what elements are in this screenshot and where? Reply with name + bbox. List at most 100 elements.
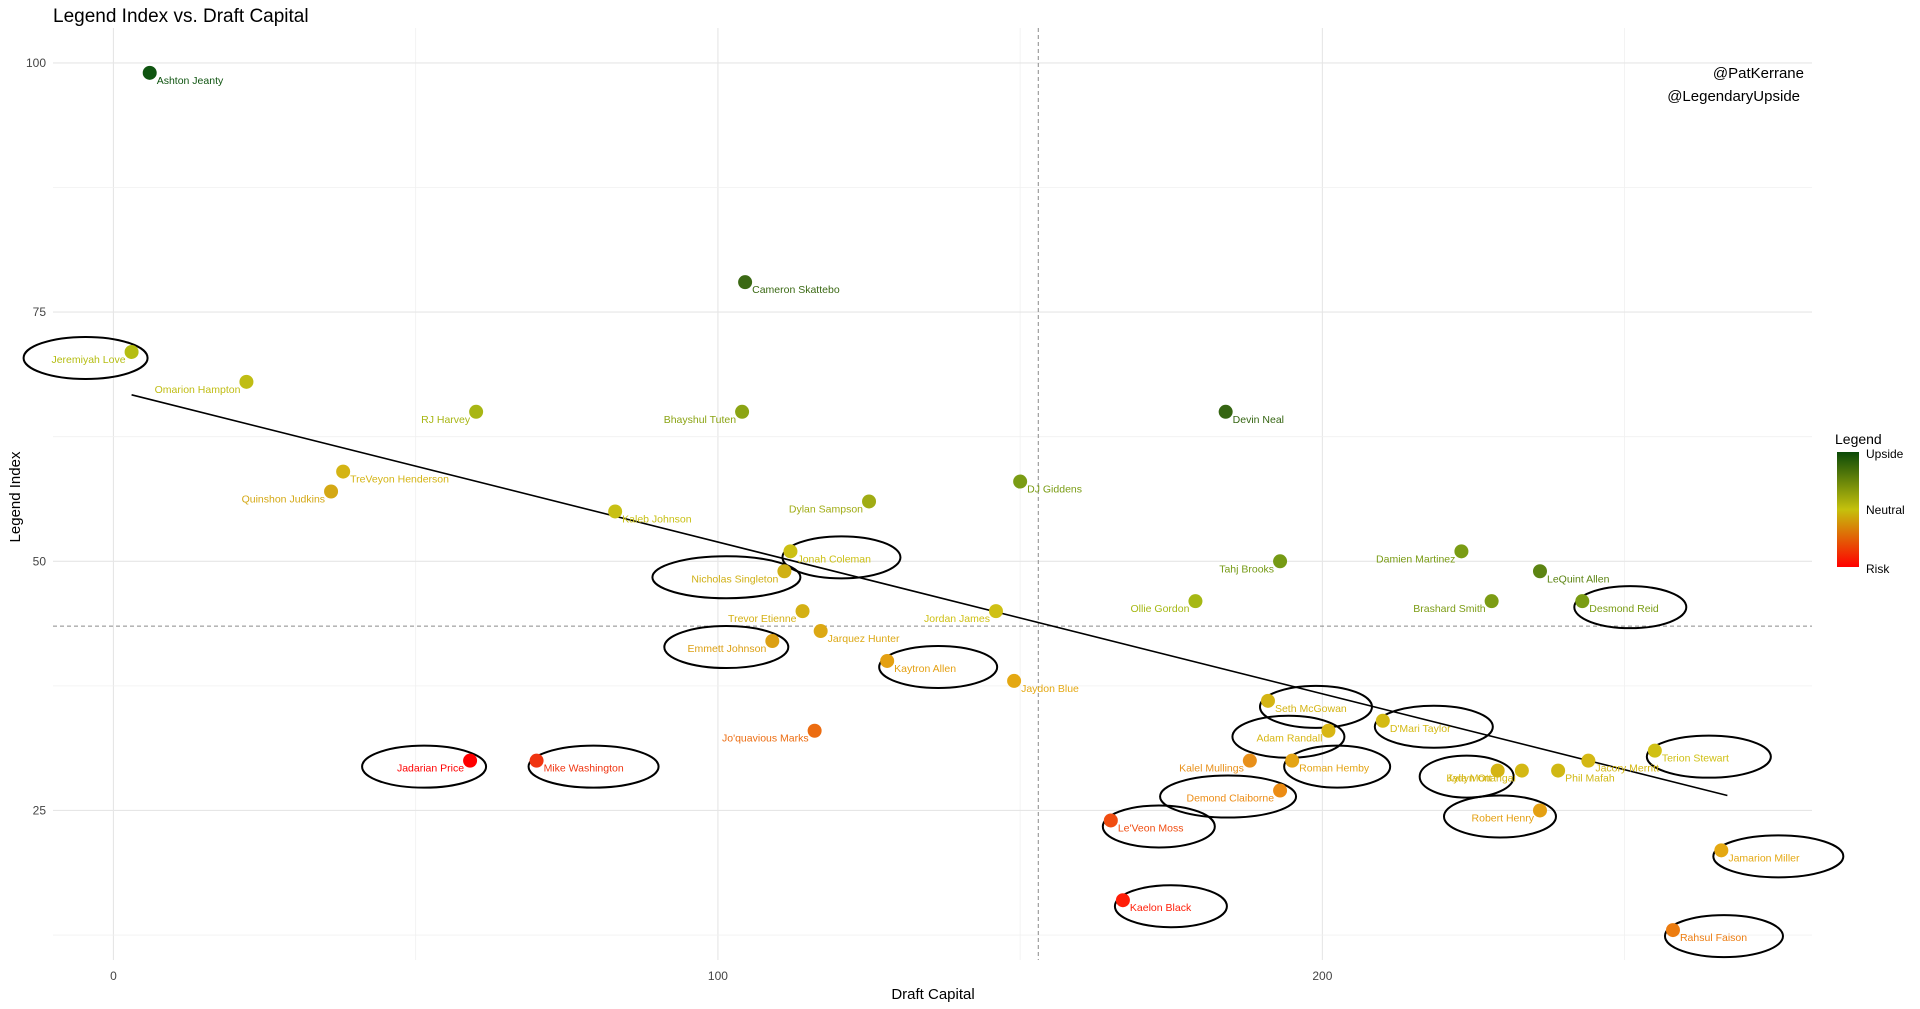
point-label: Dylan Sampson	[789, 503, 863, 515]
highlight-circle	[1283, 744, 1392, 789]
y-tick-label: 50	[33, 554, 47, 568]
data-point	[1665, 923, 1680, 938]
data-point	[807, 723, 822, 738]
data-point	[469, 404, 484, 419]
data-point	[777, 564, 792, 579]
legend-label-upside: Upside	[1866, 447, 1904, 461]
highlight-circle	[663, 625, 790, 670]
point-label: LeQuint Allen	[1547, 573, 1610, 585]
point-label: Desmond Reid	[1589, 603, 1659, 615]
data-point	[608, 504, 623, 519]
point-label: TreVeyon Henderson	[350, 474, 449, 486]
highlight-circle	[1442, 794, 1557, 839]
data-point	[1532, 564, 1547, 579]
point-label: Kaelon Black	[1130, 902, 1192, 914]
data-point	[1514, 763, 1529, 778]
point-label: Damien Martinez	[1376, 553, 1455, 565]
data-point	[463, 753, 478, 768]
point-label: Jamarion Miller	[1728, 852, 1800, 864]
data-point	[1321, 723, 1336, 738]
highlight-circle	[1418, 754, 1515, 799]
point-label: Ashton Jeanty	[157, 75, 224, 87]
y-tick-label: 75	[33, 305, 47, 319]
point-label: Nicholas Singleton	[691, 573, 778, 585]
highlight-circles	[22, 335, 1845, 959]
point-label: Mike Washington	[544, 763, 624, 775]
point-label: Jacory Merritt	[1595, 763, 1659, 775]
point-label: Robert Henry	[1472, 812, 1535, 824]
point-label: Emmett Johnson	[688, 643, 767, 655]
data-point	[783, 544, 798, 559]
data-point	[1007, 673, 1022, 688]
legend-label-neutral: Neutral	[1866, 503, 1905, 517]
point-label: Bhayshul Tuten	[664, 414, 737, 426]
y-tick-label: 100	[26, 56, 46, 70]
point-label: Jordan James	[924, 613, 990, 625]
data-point	[1273, 554, 1288, 569]
point-label: Terion Stewart	[1662, 753, 1729, 765]
point-label: Ollie Gordon	[1130, 603, 1189, 615]
data-point	[239, 374, 254, 389]
point-label: Jarquez Hunter	[828, 633, 900, 645]
legend-label-risk: Risk	[1866, 562, 1890, 576]
data-point	[1532, 803, 1547, 818]
chart-title: Legend Index vs. Draft Capital	[53, 6, 309, 27]
grid	[53, 28, 1812, 960]
y-tick-label: 25	[33, 803, 47, 817]
point-label: Omarion Hampton	[155, 384, 241, 396]
x-tick-label: 0	[110, 969, 117, 983]
data-point	[1551, 763, 1566, 778]
highlight-circle	[22, 335, 149, 380]
x-tick-label: 100	[708, 969, 728, 983]
legend-colorbar	[1837, 452, 1859, 567]
credit-handle-2: @LegendaryUpside	[1667, 88, 1800, 105]
point-label: RJ Harvey	[421, 414, 471, 426]
highlight-circle	[1645, 734, 1772, 779]
legend-title: Legend	[1835, 431, 1882, 447]
data-point	[142, 65, 157, 80]
data-point	[1714, 843, 1729, 858]
highlight-circle	[878, 644, 999, 689]
data-point	[862, 494, 877, 509]
point-label: Trevor Etienne	[728, 613, 797, 625]
point-label: Jadyn Ott	[1447, 773, 1492, 785]
point-label: Jadarian Price	[397, 763, 464, 775]
point-label: Le'Veon Moss	[1118, 822, 1184, 834]
point-label: Phil Mafah	[1565, 773, 1615, 785]
legend: Legend Upside Neutral Risk	[1835, 431, 1905, 576]
data-point	[1647, 743, 1662, 758]
point-label: Demond Claiborne	[1187, 793, 1275, 805]
point-label: Jo'quavious Marks	[722, 733, 809, 745]
point-label: Cameron Skattebo	[752, 284, 840, 296]
data-point	[1273, 783, 1288, 798]
data-point	[813, 624, 828, 639]
point-label: Kaytron Allen	[894, 663, 956, 675]
highlight-circle	[1113, 884, 1228, 929]
y-axis-title: Legend Index	[7, 451, 24, 542]
highlight-circle	[1373, 704, 1494, 749]
point-label: Jaydon Blue	[1021, 683, 1079, 695]
point-label: Rahsul Faison	[1680, 932, 1747, 944]
axis-ticks: 0 100 200 25 50 75 100	[26, 56, 1333, 983]
point-labels: Ashton Jeanty Cameron Skattebo Jeremiyah L…	[51, 75, 1800, 944]
highlight-circle	[361, 744, 488, 789]
data-point	[988, 604, 1003, 619]
highlight-circle	[1159, 774, 1298, 819]
data-point	[1260, 693, 1275, 708]
data-point	[1454, 544, 1469, 559]
point-label: Roman Hemby	[1299, 763, 1370, 775]
point-label: Seth McGowan	[1275, 703, 1347, 715]
highlight-circle	[1101, 804, 1216, 849]
highlight-circle	[1573, 585, 1688, 630]
data-point	[1242, 753, 1257, 768]
data-point	[765, 634, 780, 649]
data-point	[1375, 713, 1390, 728]
data-point	[735, 404, 750, 419]
point-label: Kaleb Johnson	[622, 513, 692, 525]
highlight-circle	[527, 744, 660, 789]
trend-line-group	[131, 394, 1728, 797]
highlight-circle	[651, 555, 802, 600]
point-label: Devin Neal	[1233, 414, 1284, 426]
highlight-circle	[1712, 834, 1845, 879]
